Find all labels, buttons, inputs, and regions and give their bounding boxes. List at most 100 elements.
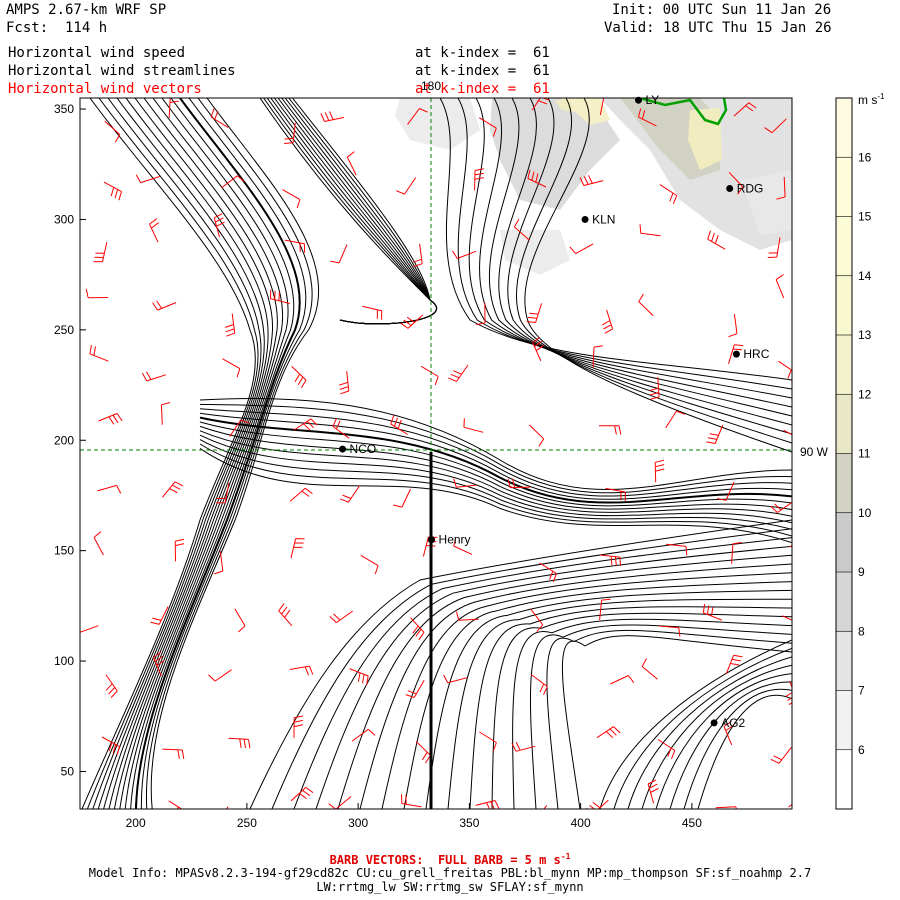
wind-barb (654, 459, 665, 483)
wind-barbs (80, 98, 792, 809)
wind-barb (228, 737, 251, 749)
station-label: KLN (592, 212, 615, 226)
wind-barb (526, 303, 543, 323)
station-label: Henry (439, 533, 471, 547)
wind-barb (443, 674, 468, 684)
wind-barb (725, 654, 743, 675)
streamline (669, 681, 792, 809)
streamline (124, 98, 289, 809)
station-label: AG2 (721, 716, 745, 730)
wind-barb (269, 289, 290, 304)
colorbar-segment (836, 98, 852, 158)
wind-barb (328, 796, 352, 809)
wind-barb (641, 658, 658, 680)
wind-barb (214, 551, 224, 575)
wind-barb (168, 800, 183, 809)
wind-barb (715, 806, 737, 809)
streamline (199, 398, 792, 491)
wind-barb (401, 794, 422, 808)
wind-barb (638, 108, 657, 127)
x-tick-label: 200 (126, 816, 146, 830)
wind-barb (776, 176, 786, 200)
streamline (86, 98, 259, 809)
wind-barb (85, 288, 109, 299)
streamline (249, 519, 792, 809)
wind-barb (728, 171, 744, 195)
wind-barb (531, 674, 548, 695)
wind-barb (168, 98, 179, 119)
wind-barb (390, 415, 408, 435)
colorbar-segment (836, 631, 852, 691)
x-tick-label: 350 (459, 816, 479, 830)
field-name-speed: Horizontal wind speed (8, 45, 186, 61)
wind-barb (152, 300, 177, 311)
streamline (512, 618, 792, 809)
wind-barb (531, 98, 550, 111)
x-tick-label: 250 (237, 816, 257, 830)
init-time: Init: 00 UTC Sun 11 Jan 26 (612, 2, 832, 18)
wind-barb (479, 731, 497, 752)
wind-barb (513, 218, 530, 241)
wind-barb (448, 364, 469, 382)
streamline (199, 403, 792, 494)
colorbar-segment (836, 690, 852, 750)
colorbar-segment (836, 512, 852, 572)
streamline (469, 606, 792, 809)
streamline (199, 416, 792, 504)
streamline (381, 572, 792, 809)
streamline (199, 425, 792, 511)
station-label: HRC (743, 347, 769, 361)
station-label: RDG (737, 182, 764, 196)
wind-barb (291, 366, 307, 389)
y-tick-label: 350 (54, 102, 74, 116)
wind-barb (528, 424, 545, 447)
wind-barb (527, 169, 547, 188)
y-tick-label: 100 (54, 654, 74, 668)
station-dot (726, 185, 734, 193)
wind-barb (453, 478, 477, 488)
streamline (199, 434, 792, 524)
wind-barb (706, 424, 724, 444)
field-level-vectors: at k-index = 61 (415, 81, 550, 97)
wind-barb (222, 358, 241, 378)
wind-barb (476, 302, 486, 326)
streamline (199, 412, 792, 500)
streamline (641, 664, 792, 809)
wind-barb (638, 293, 654, 316)
colorbar-segment (836, 453, 852, 513)
wind-barb (346, 151, 357, 176)
streamline (292, 98, 438, 325)
wind-barb (507, 478, 531, 489)
streamline (135, 98, 301, 809)
wind-barb (785, 680, 792, 706)
field-level-speed: at k-index = 61 (415, 45, 550, 61)
wind-barb (452, 250, 477, 259)
field-level-streamlines: at k-index = 61 (415, 63, 550, 79)
streamline (524, 98, 792, 453)
wind-barb (728, 313, 738, 338)
wind-barb (665, 410, 686, 429)
wind-barb (320, 111, 345, 122)
wind-barb (778, 360, 792, 381)
wind-barb (453, 537, 473, 555)
streamline (599, 639, 792, 809)
wind-barb (293, 418, 318, 431)
wind-barb (289, 665, 314, 676)
wind-barb (284, 239, 306, 253)
wind-barb (775, 274, 785, 299)
station-label: NCO (350, 442, 377, 456)
wind-barb (407, 108, 428, 125)
colorbar-segment (836, 216, 852, 276)
wind-barb (592, 345, 603, 368)
wind-barb (216, 482, 230, 504)
wind-barb (410, 617, 425, 641)
colorbar-segment (836, 275, 852, 335)
colorbar-label: 8 (858, 624, 865, 638)
meridian-180-label: 180 (421, 79, 441, 93)
wind-barb (789, 544, 792, 548)
streamline (359, 563, 792, 809)
wind-speed-shading (395, 98, 792, 275)
wind-barb (289, 487, 313, 502)
wind-barb (475, 800, 500, 809)
